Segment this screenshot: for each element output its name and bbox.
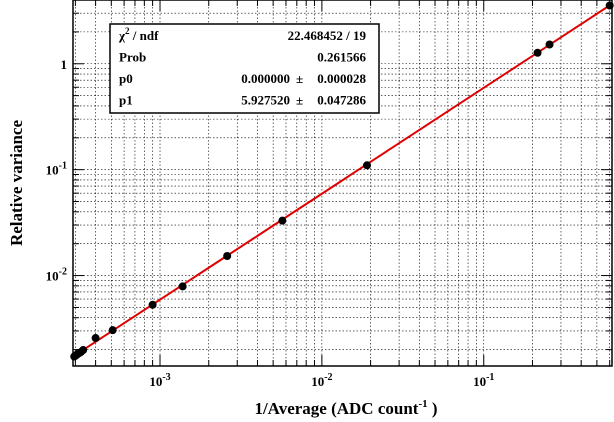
data-point <box>278 216 287 225</box>
stats-row-value: 22.468452 / 19 <box>288 28 367 43</box>
y-tick-label: 10-1 <box>46 161 67 178</box>
data-point <box>108 326 117 335</box>
y-axis-title: Relative variance <box>7 120 26 246</box>
stats-row-label: p1 <box>119 93 133 108</box>
stats-row-pm: ± <box>296 93 303 108</box>
stats-row-label: χ2 / ndf <box>118 26 159 43</box>
data-point <box>362 161 371 170</box>
x-tick-label: 10-1 <box>473 372 494 389</box>
tick-labels: 10-3 10-2 10-1 10-2 10-1 1 <box>46 57 495 389</box>
plot-frame <box>72 0 613 367</box>
fit-stats-box: χ2 / ndf 22.468452 / 19 Prob 0.261566 p0 0.00… <box>109 23 380 114</box>
y-tick-label: 1 <box>61 57 68 72</box>
x-tick-label: 10-3 <box>149 372 170 389</box>
data-points <box>70 1 614 361</box>
stats-box-frame <box>109 23 380 114</box>
data-point <box>79 346 88 355</box>
fit-curve-group <box>72 3 613 358</box>
data-point <box>223 252 232 261</box>
axis-ticks <box>73 0 612 366</box>
fit-line <box>72 3 613 358</box>
stats-row-pm: ± <box>296 71 303 86</box>
stats-row-label: Prob <box>119 50 146 65</box>
y-tick-label: 10-2 <box>46 267 67 284</box>
x-tick-label: 10-2 <box>311 372 332 389</box>
stats-row-label: p0 <box>119 71 133 86</box>
data-point <box>91 334 100 343</box>
stats-row-value: 5.927520 <box>241 93 290 108</box>
stats-row-error: 0.047286 <box>317 93 366 108</box>
data-point <box>148 300 157 309</box>
stats-row-value: 0.000000 <box>241 71 290 86</box>
data-point <box>545 40 554 49</box>
x-axis-title: 1/Average (ADC count-1 ) <box>254 398 437 418</box>
data-point <box>533 48 542 57</box>
data-point <box>178 282 187 291</box>
stats-row-error: 0.000028 <box>317 71 366 86</box>
stats-row-value: 0.261566 <box>317 50 366 65</box>
